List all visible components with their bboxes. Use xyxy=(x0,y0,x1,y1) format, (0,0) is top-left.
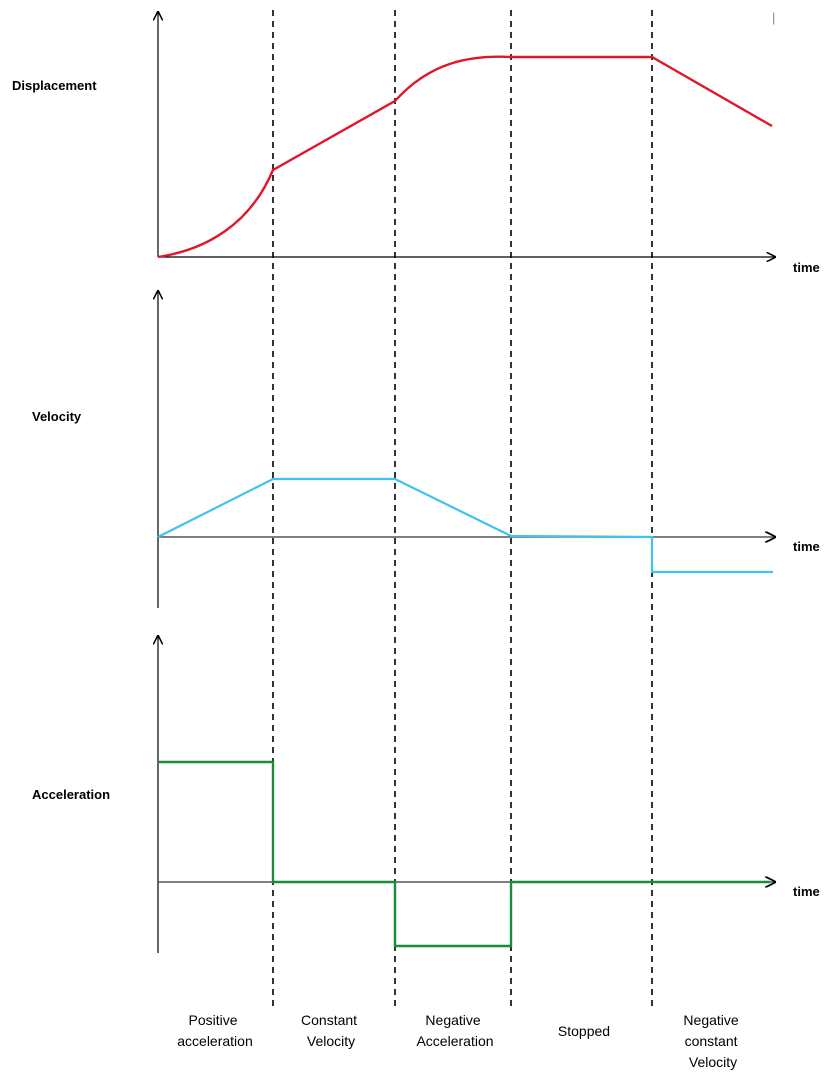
phase-caption-positive-acceleration: Positive acceleration xyxy=(177,1012,253,1049)
phase-caption-negative-acceleration: Negative Acceleration xyxy=(416,1012,493,1049)
velocity-graph: Velocity time xyxy=(32,291,820,608)
phase-caption-constant-velocity: Constant Velocity xyxy=(301,1012,361,1049)
stray-mark: | xyxy=(772,10,775,25)
acceleration-time-label: time xyxy=(793,884,820,899)
phase-caption-negative-constant-velocity: Negative constant Velocity xyxy=(683,1012,742,1070)
displacement-curve xyxy=(157,55,773,259)
phase-dividers xyxy=(272,10,653,1010)
acceleration-label: Acceleration xyxy=(32,787,110,802)
displacement-graph: Displacement time | xyxy=(12,10,820,275)
velocity-curve xyxy=(157,477,773,574)
displacement-label: Displacement xyxy=(12,78,97,93)
displacement-time-label: time xyxy=(793,260,820,275)
phase-caption-stopped: Stopped xyxy=(558,1023,610,1039)
phase-captions: Positive acceleration Constant Velocity … xyxy=(177,1012,742,1070)
velocity-label: Velocity xyxy=(32,409,82,424)
velocity-time-label: time xyxy=(793,539,820,554)
acceleration-curve xyxy=(158,760,770,948)
acceleration-graph: Acceleration time xyxy=(32,636,820,953)
